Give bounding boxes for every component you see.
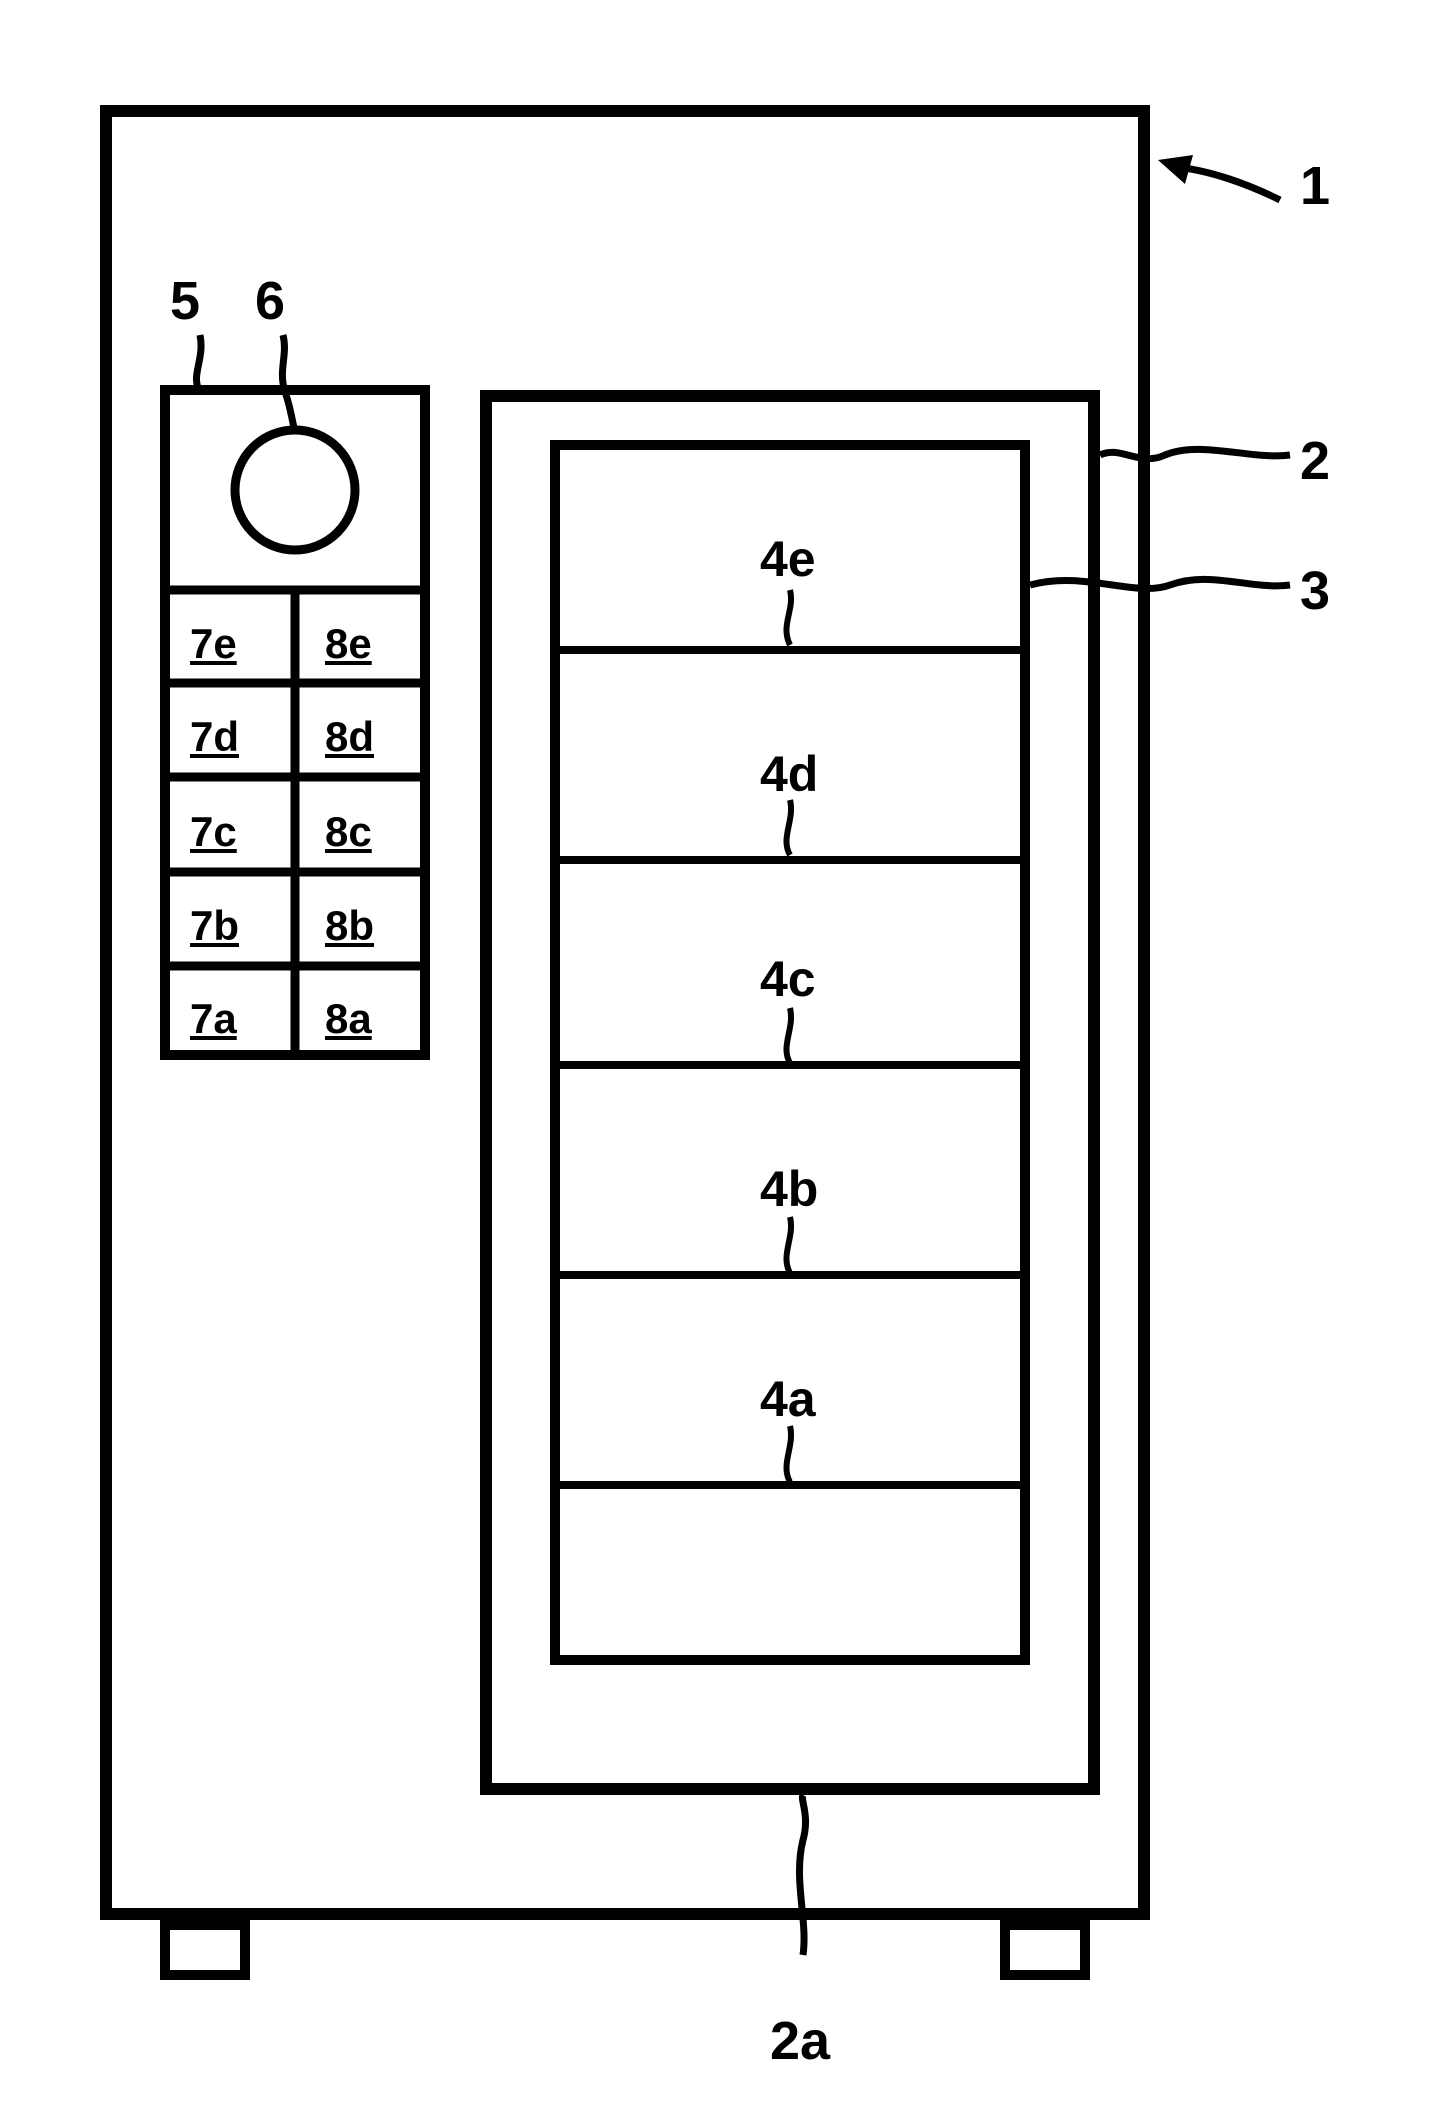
panel-cell-8b: 8b [325, 902, 374, 950]
shelf-label-4d: 4d [760, 745, 818, 803]
callout-6: 6 [255, 270, 285, 332]
panel-cell-7a: 7a [190, 995, 237, 1043]
leader-1 [1158, 155, 1280, 200]
callout-3: 3 [1300, 560, 1330, 622]
callout-2a: 2a [770, 2010, 830, 2072]
panel-cell-8d: 8d [325, 713, 374, 761]
callout-1: 1 [1300, 155, 1330, 217]
panel-cell-7c: 7c [190, 808, 237, 856]
panel-cell-7e: 7e [190, 620, 237, 668]
shelf-label-4c: 4c [760, 950, 816, 1008]
callout-5: 5 [170, 270, 200, 332]
foot-right [1000, 1920, 1090, 1980]
panel-cell-7b: 7b [190, 902, 239, 950]
panel-cell-8c: 8c [325, 808, 372, 856]
callout-2: 2 [1300, 430, 1330, 492]
panel-cell-8a: 8a [325, 995, 372, 1043]
shelf-label-4b: 4b [760, 1160, 818, 1218]
panel-cell-8e: 8e [325, 620, 372, 668]
panel-cell-7d: 7d [190, 713, 239, 761]
shelf-label-4a: 4a [760, 1370, 816, 1428]
foot-left [160, 1920, 250, 1980]
door-window [550, 440, 1030, 1665]
shelf-label-4e: 4e [760, 530, 816, 588]
diagram-canvas: 7e 8e 7d 8d 7c 8c 7b 8b 7a 8a 4e 4d 4c 4… [0, 0, 1438, 2123]
